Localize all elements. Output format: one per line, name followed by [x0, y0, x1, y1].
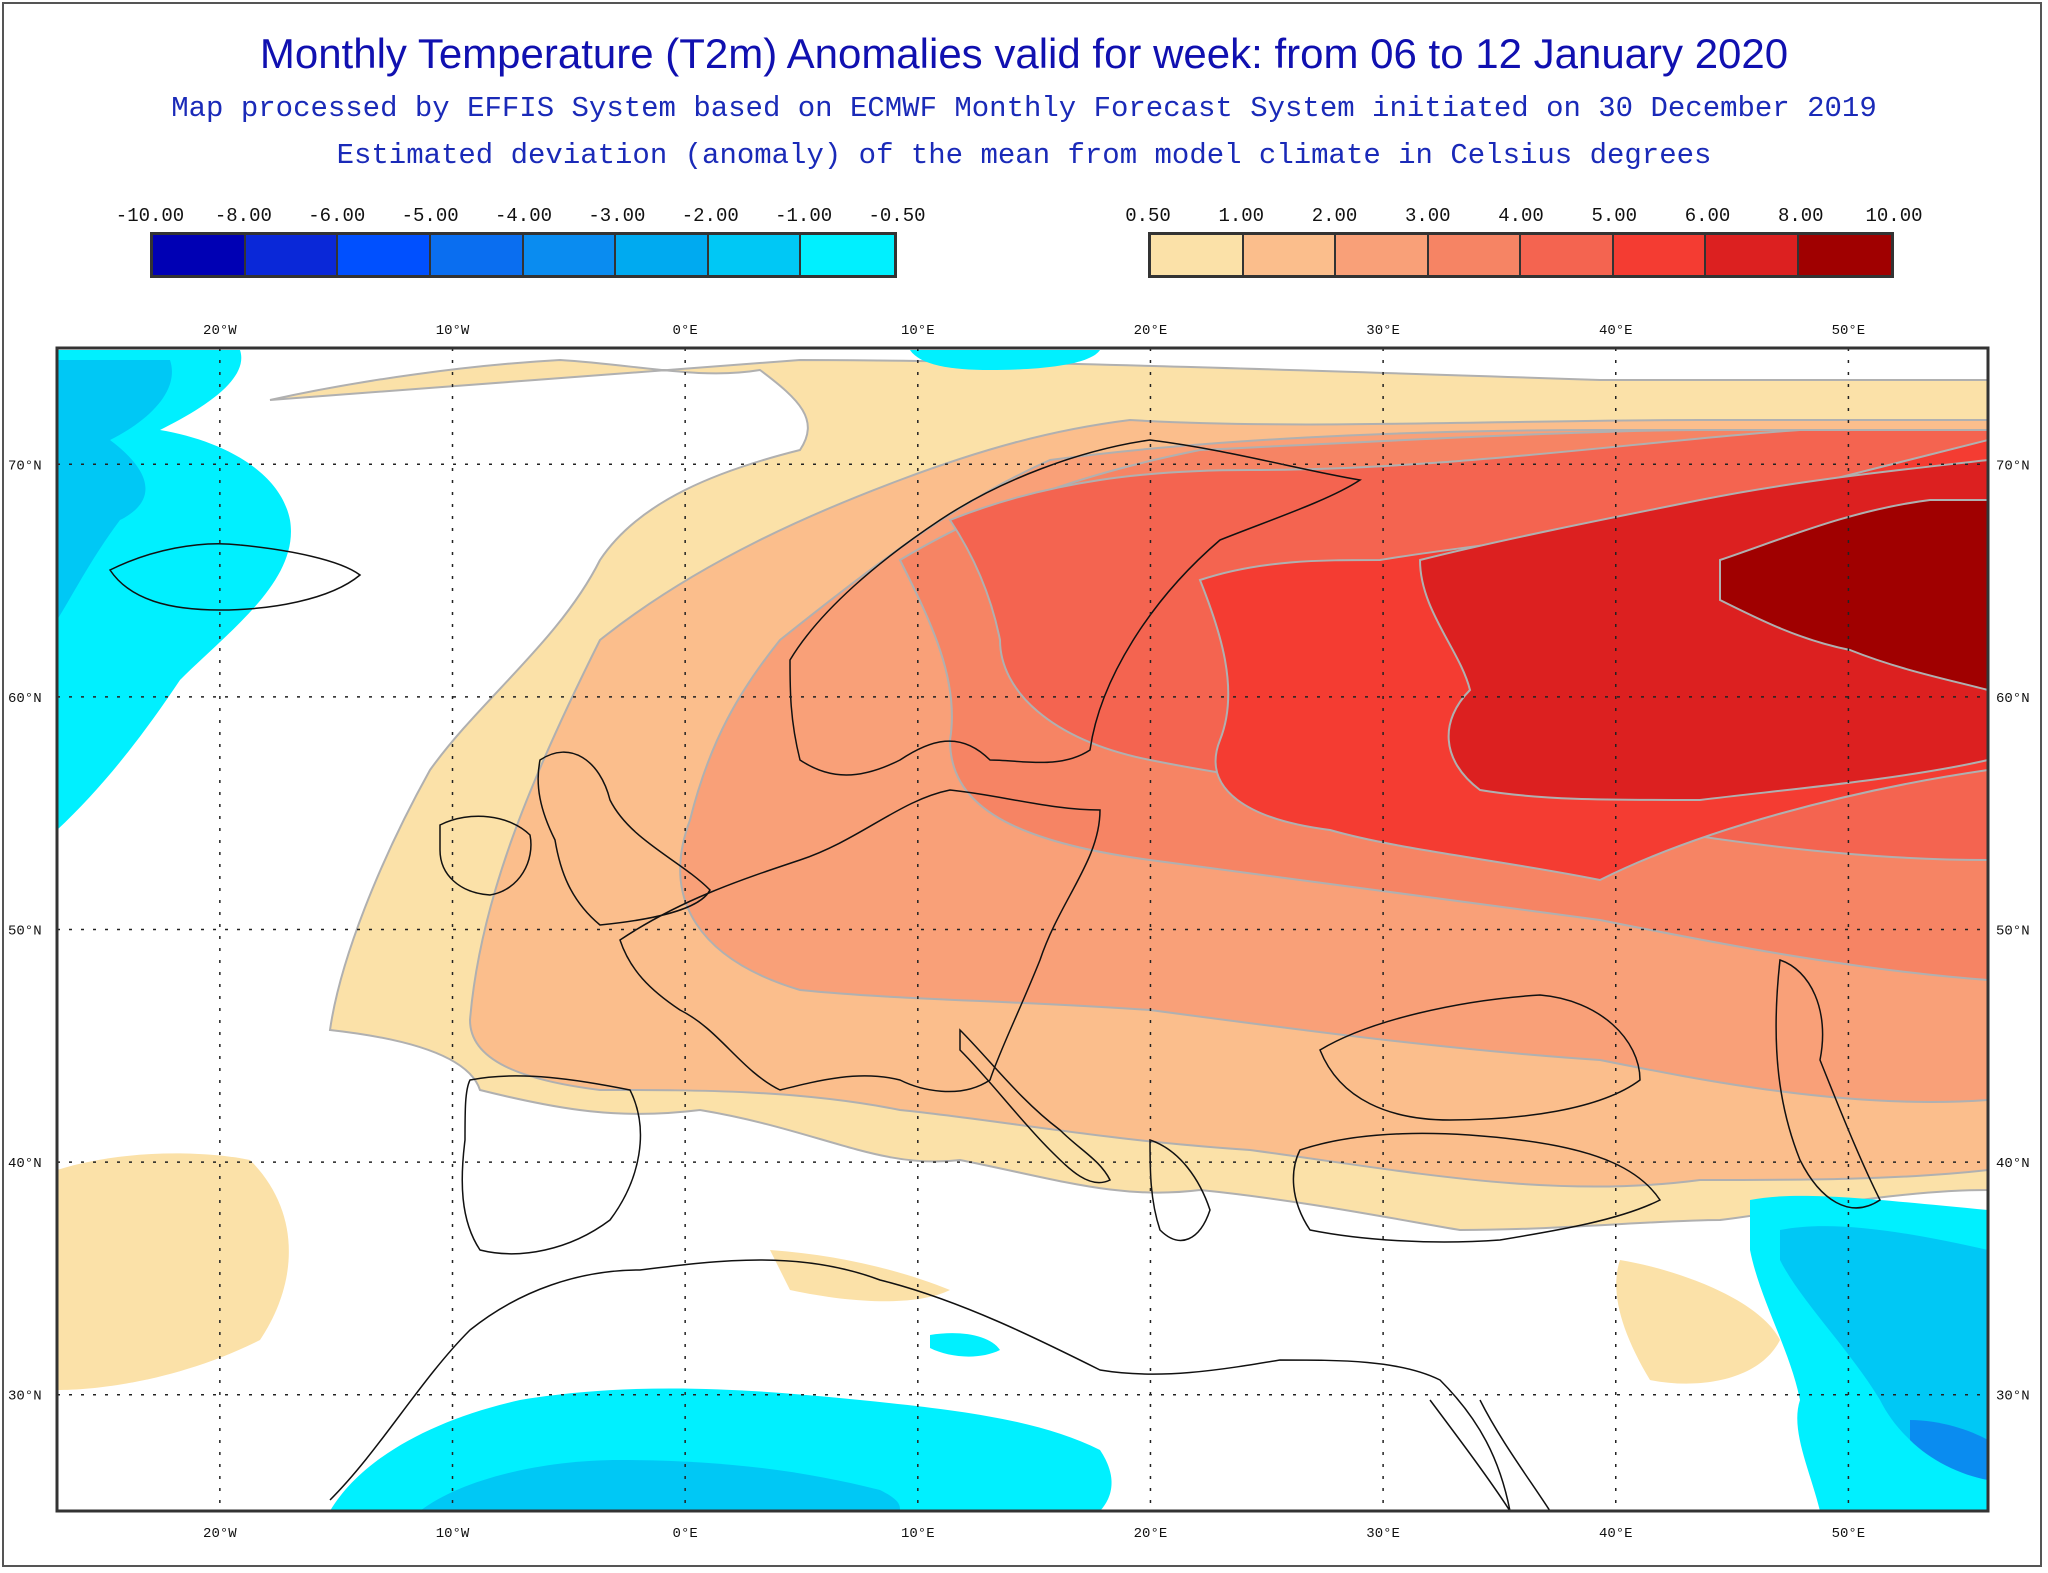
top-longitude-label: 10°W — [436, 323, 470, 339]
cold-zone-north-atlantic — [910, 350, 1100, 370]
map-subtitle-units: Estimated deviation (anomaly) of the mea… — [336, 139, 1712, 172]
coast-italy — [959, 1028, 1112, 1184]
cold-legend-label: -10.00 — [115, 205, 185, 227]
left-latitude-label: 60°N — [8, 691, 42, 707]
cold-legend-label: -1.00 — [775, 205, 833, 227]
coast-north-africa — [329, 1259, 1511, 1511]
coast-black-sea — [1319, 994, 1641, 1121]
cold-legend-label: -8.00 — [214, 205, 272, 227]
warm-legend-label: 10.00 — [1865, 205, 1923, 227]
anomaly-zone-0.5-1-west — [57, 1153, 289, 1390]
warm-legend-swatch — [1521, 235, 1614, 275]
cold-zone-persian-gulf — [1910, 1420, 1988, 1480]
coast-scandinavia — [789, 439, 1362, 776]
coast-red-sea — [1429, 1399, 1551, 1511]
top-longitude-label: 20°E — [1134, 323, 1168, 339]
warm-legend-label: 3.00 — [1404, 205, 1451, 227]
cold-zone-mediterranean-small — [930, 1333, 1000, 1357]
anomaly-zone-8-10 — [1719, 499, 1988, 692]
graticule — [57, 348, 1988, 1511]
right-latitude-label: 30°N — [1996, 1389, 2030, 1405]
bottom-longitude-label: 20°W — [203, 1526, 237, 1542]
coast-britain — [537, 751, 711, 926]
cold-zone-greenland-deep — [57, 360, 172, 620]
cold-legend-swatch — [245, 235, 339, 275]
coast-greece — [1149, 1138, 1211, 1241]
top-longitude-label: 0°E — [673, 323, 698, 339]
top-longitude-label: 40°E — [1599, 323, 1633, 339]
bottom-longitude-label: 30°E — [1366, 1526, 1400, 1542]
warm-legend-label: 8.00 — [1777, 205, 1824, 227]
warm-legend-label: 1.00 — [1218, 205, 1265, 227]
left-latitude-label: 50°N — [8, 924, 42, 940]
warm-anomaly-legend — [1148, 232, 1894, 278]
left-latitude-label: 40°N — [8, 1156, 42, 1172]
cold-legend-swatch — [708, 235, 802, 275]
coastlines — [108, 439, 1881, 1511]
cold-anomaly-legend — [150, 232, 897, 278]
right-latitude-label: 40°N — [1996, 1156, 2030, 1172]
warm-legend-label: 0.50 — [1125, 205, 1171, 227]
cold-legend-label: -5.00 — [401, 205, 459, 227]
warm-legend-swatch — [1706, 235, 1799, 275]
warm-legend-label: 5.00 — [1591, 205, 1638, 227]
warm-legend-swatch — [1613, 235, 1706, 275]
cold-legend-label: -6.00 — [308, 205, 366, 227]
bottom-longitude-label: 10°W — [436, 1526, 470, 1542]
coast-ireland — [439, 815, 532, 896]
warm-legend-label: 2.00 — [1311, 205, 1358, 227]
bottom-longitude-label: 50°E — [1832, 1526, 1866, 1542]
bottom-longitude-label: 10°E — [901, 1526, 935, 1542]
axis-labels: 20°W 20°W 10°W 10°W 0°E 0°E 10°E 10°E 20°E 20°E 30… — [8, 323, 2030, 1542]
bottom-longitude-label: 40°E — [1599, 1526, 1633, 1542]
coast-continental — [619, 789, 1101, 1093]
cold-legend-label: -3.00 — [588, 205, 646, 227]
coast-iberia — [461, 1075, 642, 1255]
coast-caspian — [1775, 958, 1881, 1209]
cold-legend-swatch — [523, 235, 617, 275]
cold-legend-label: -4.00 — [494, 205, 553, 227]
warm-legend-swatch — [1336, 235, 1429, 275]
cold-legend-swatch — [801, 235, 894, 275]
cold-legend-label: -0.50 — [868, 205, 926, 227]
cold-legend-swatch — [338, 235, 431, 275]
map-border — [55, 346, 1990, 1513]
warm-legend-swatch — [1151, 235, 1244, 275]
coast-turkey — [1292, 1132, 1662, 1243]
right-latitude-label: 60°N — [1996, 691, 2030, 707]
left-latitude-label: 30°N — [8, 1389, 42, 1405]
right-latitude-label: 50°N — [1996, 924, 2030, 940]
cold-legend-swatch — [430, 235, 524, 275]
warm-legend-swatch — [1798, 235, 1891, 275]
top-longitude-label: 30°E — [1366, 323, 1400, 339]
warm-legend-label: 6.00 — [1684, 205, 1731, 227]
warm-legend-swatch — [1428, 235, 1521, 275]
coast-iceland — [108, 542, 362, 611]
warm-legend-swatch — [1243, 235, 1336, 275]
top-longitude-label: 50°E — [1832, 323, 1866, 339]
bottom-longitude-label: 0°E — [673, 1526, 698, 1542]
anomaly-zone-0.5-1-africa — [770, 1250, 1780, 1384]
cold-zone-middle-east-deep — [1780, 1226, 1988, 1480]
cold-legend-swatch — [616, 235, 709, 275]
map-title: Monthly Temperature (T2m) Anomalies vali… — [259, 30, 1789, 77]
cold-legend-label: -2.00 — [681, 205, 739, 227]
cold-legend-swatch — [153, 235, 246, 275]
cold-zone-africa-south-deep — [420, 1460, 900, 1511]
top-longitude-label: 10°E — [901, 323, 935, 339]
left-latitude-label: 70°N — [8, 458, 42, 474]
map-subtitle-forecast-info: Map processed by EFFIS System based on E… — [171, 92, 1877, 125]
top-longitude-label: 20°W — [203, 323, 237, 339]
warm-legend-label: 4.00 — [1498, 205, 1544, 227]
bottom-longitude-label: 20°E — [1134, 1526, 1168, 1542]
right-latitude-label: 70°N — [1996, 458, 2030, 474]
